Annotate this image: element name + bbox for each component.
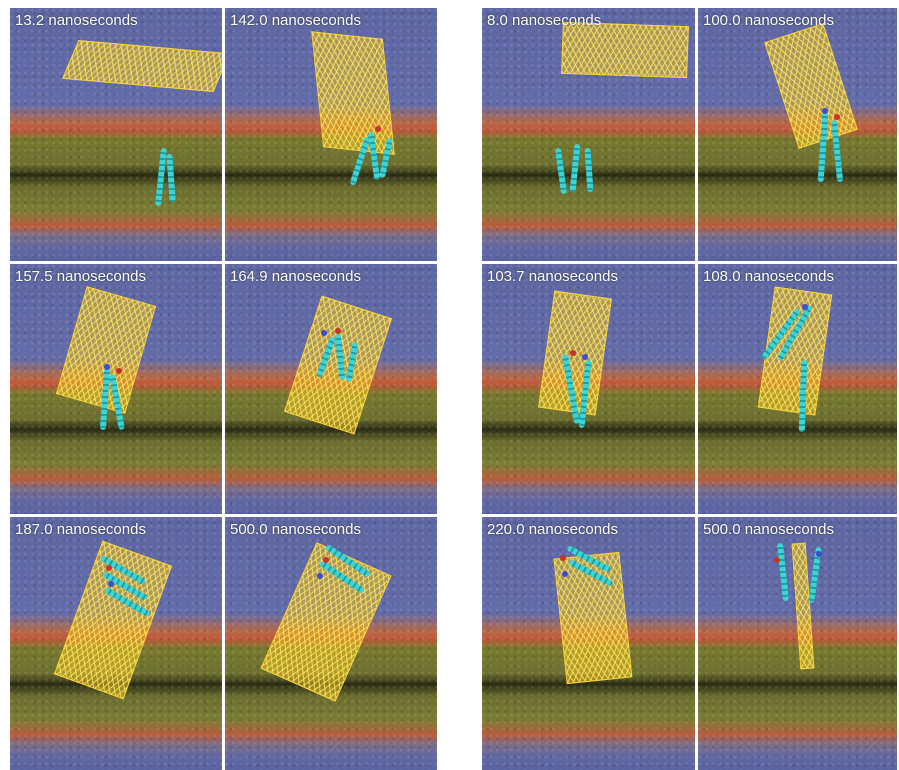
atom [582, 354, 588, 360]
panel-left-4: 164.9 nanoseconds [225, 264, 437, 514]
atom [816, 551, 822, 557]
peptide [776, 542, 790, 602]
atom [562, 571, 568, 577]
panel-right-2: 100.0 nanoseconds [698, 8, 897, 261]
peptide [569, 143, 581, 193]
panel-left-5: 187.0 nanoseconds [10, 517, 222, 770]
panel-right-6: 500.0 nanoseconds [698, 517, 897, 770]
panel-left-3: 157.5 nanoseconds [10, 264, 222, 514]
time-label: 220.0 nanoseconds [487, 521, 618, 538]
panel-left-6: 500.0 nanoseconds [225, 517, 437, 770]
atom [335, 328, 341, 334]
peptide [798, 359, 808, 433]
atom [323, 557, 329, 563]
peptide [584, 147, 594, 193]
panel-right-1: 8.0 nanoseconds [482, 8, 695, 261]
atom [560, 555, 566, 561]
time-label: 8.0 nanoseconds [487, 12, 602, 29]
atom [570, 350, 576, 356]
time-label: 142.0 nanoseconds [230, 12, 361, 29]
time-label: 108.0 nanoseconds [703, 268, 834, 285]
graphene-sheet [311, 31, 395, 155]
graphene-sheet [764, 23, 858, 149]
peptide [154, 147, 168, 207]
graphene-sheet [62, 40, 222, 92]
atom [834, 114, 840, 120]
atom [317, 573, 323, 579]
panel-right-5: 220.0 nanoseconds [482, 517, 695, 770]
time-label: 100.0 nanoseconds [703, 12, 834, 29]
time-label: 500.0 nanoseconds [703, 521, 834, 538]
atom [774, 557, 780, 563]
atom [108, 581, 114, 587]
atom [802, 304, 808, 310]
time-label: 13.2 nanoseconds [15, 12, 138, 29]
atom [822, 108, 828, 114]
time-label: 164.9 nanoseconds [230, 268, 361, 285]
graphene-sheet [791, 542, 815, 670]
panel-left-1: 13.2 nanoseconds [10, 8, 222, 261]
panel-right-3: 103.7 nanoseconds [482, 264, 695, 514]
panel-left-2: 142.0 nanoseconds [225, 8, 437, 261]
atom [321, 330, 327, 336]
time-label: 157.5 nanoseconds [15, 268, 146, 285]
time-label: 103.7 nanoseconds [487, 268, 618, 285]
time-label: 500.0 nanoseconds [230, 521, 361, 538]
graphene-sheet [561, 21, 689, 79]
time-label: 187.0 nanoseconds [15, 521, 146, 538]
peptide [554, 147, 568, 195]
panel-right-4: 108.0 nanoseconds [698, 264, 897, 514]
peptide [166, 153, 176, 203]
atom [104, 364, 110, 370]
atom [106, 565, 112, 571]
atom [375, 126, 381, 132]
atom [116, 368, 122, 374]
